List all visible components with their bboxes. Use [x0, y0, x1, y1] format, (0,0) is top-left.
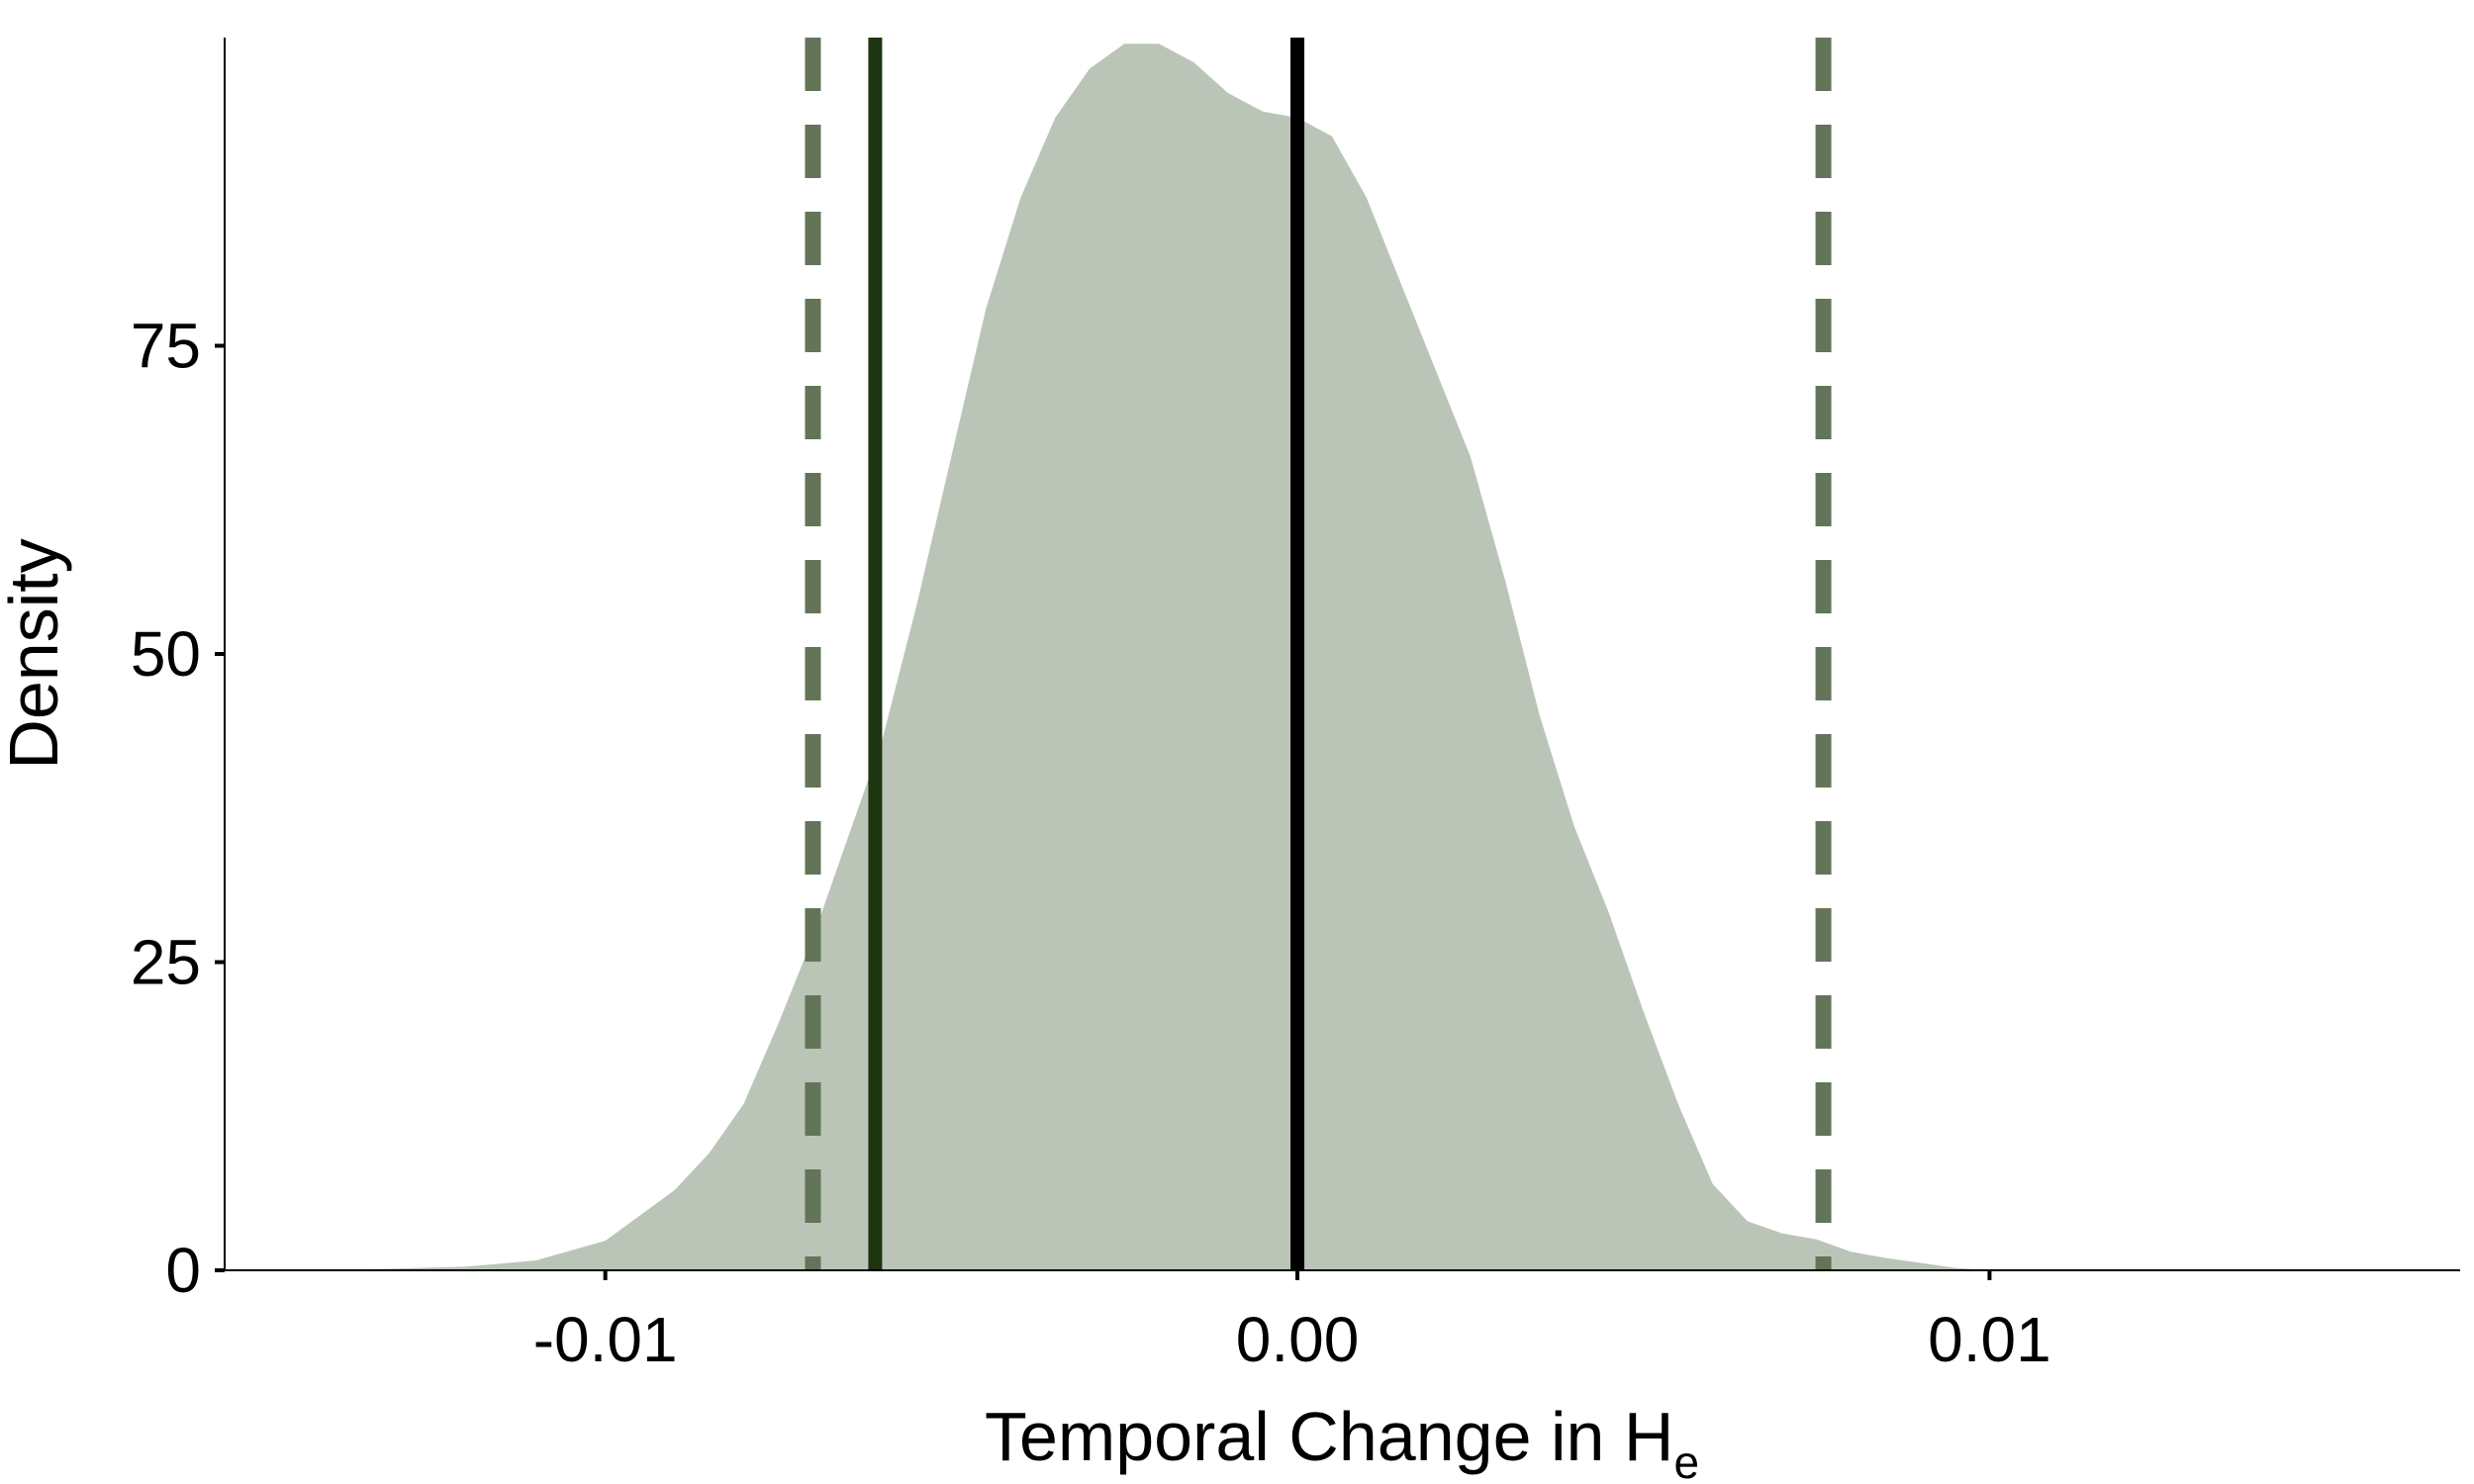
ticks-layer: 0 25 50 75 -0.01 0.00 0.01: [131, 311, 2051, 1376]
x-axis-title: Temporal Change in He: [985, 1398, 1699, 1484]
y-tick-label-1: 25: [131, 927, 201, 998]
x-tick-label-2: 0.01: [1928, 1304, 2051, 1375]
x-tick-label-1: 0.00: [1236, 1304, 1360, 1375]
density-area-layer: [328, 44, 2371, 1271]
y-tick-label-3: 75: [131, 311, 201, 382]
y-axis-title: Density: [0, 538, 72, 769]
x-tick-label-0: -0.01: [533, 1304, 678, 1375]
reference-lines-layer: [805, 38, 1832, 1270]
x-axis-title-subscript: e: [1673, 1437, 1699, 1484]
density-area-0: [328, 44, 2371, 1271]
x-axis-title-main: Temporal Change in H: [985, 1398, 1673, 1475]
y-tick-label-2: 50: [131, 618, 201, 690]
y-tick-label-0: 0: [165, 1235, 201, 1306]
